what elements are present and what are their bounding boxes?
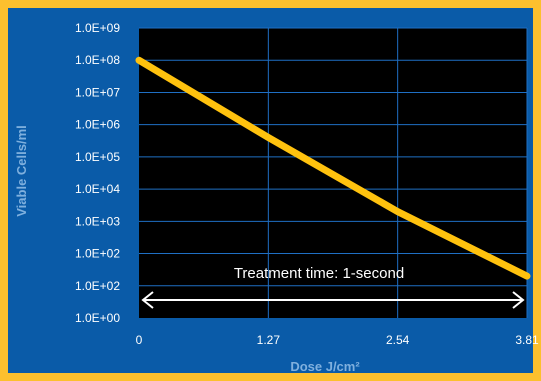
x-tick-label: 2.54 <box>386 333 410 347</box>
y-tick-label: 1.0E+02 <box>75 247 120 261</box>
series-line <box>135 56 531 280</box>
y-tick-label: 1.0E+05 <box>75 150 120 164</box>
x-tick-label: 1.27 <box>257 333 281 347</box>
y-tick-label: 1.0E+07 <box>75 85 120 99</box>
arrowhead-right-icon <box>512 291 525 309</box>
y-tick-label: 1.0E+02 <box>75 279 120 293</box>
y-tick-label: 1.0E+06 <box>75 118 120 132</box>
y-tick-label: 1.0E+09 <box>75 21 120 35</box>
gridlines <box>139 27 528 318</box>
y-tick-label: 1.0E+04 <box>75 182 120 196</box>
y-tick-label: 1.0E+03 <box>75 214 120 228</box>
y-tick-label: 1.0E+08 <box>75 53 120 67</box>
x-tick-label: 0 <box>136 333 143 347</box>
x-axis-ticks: 0 1.27 2.54 3.81 <box>136 333 539 347</box>
series-layer <box>135 56 531 280</box>
arrowhead-left-icon <box>141 291 154 309</box>
x-axis-title: Dose J/cm² <box>290 359 360 374</box>
x-tick-label: 3.81 <box>515 333 539 347</box>
y-axis-title: Viable Cells/ml <box>14 125 29 217</box>
treatment-annotation: Treatment time: 1-second <box>141 265 525 309</box>
y-axis-ticks: 1.0E+00 1.0E+02 1.0E+02 1.0E+03 1.0E+04 1.0E+… <box>75 21 120 325</box>
y-tick-label: 1.0E+00 <box>75 311 120 325</box>
annotation-text: Treatment time: 1-second <box>234 265 404 282</box>
